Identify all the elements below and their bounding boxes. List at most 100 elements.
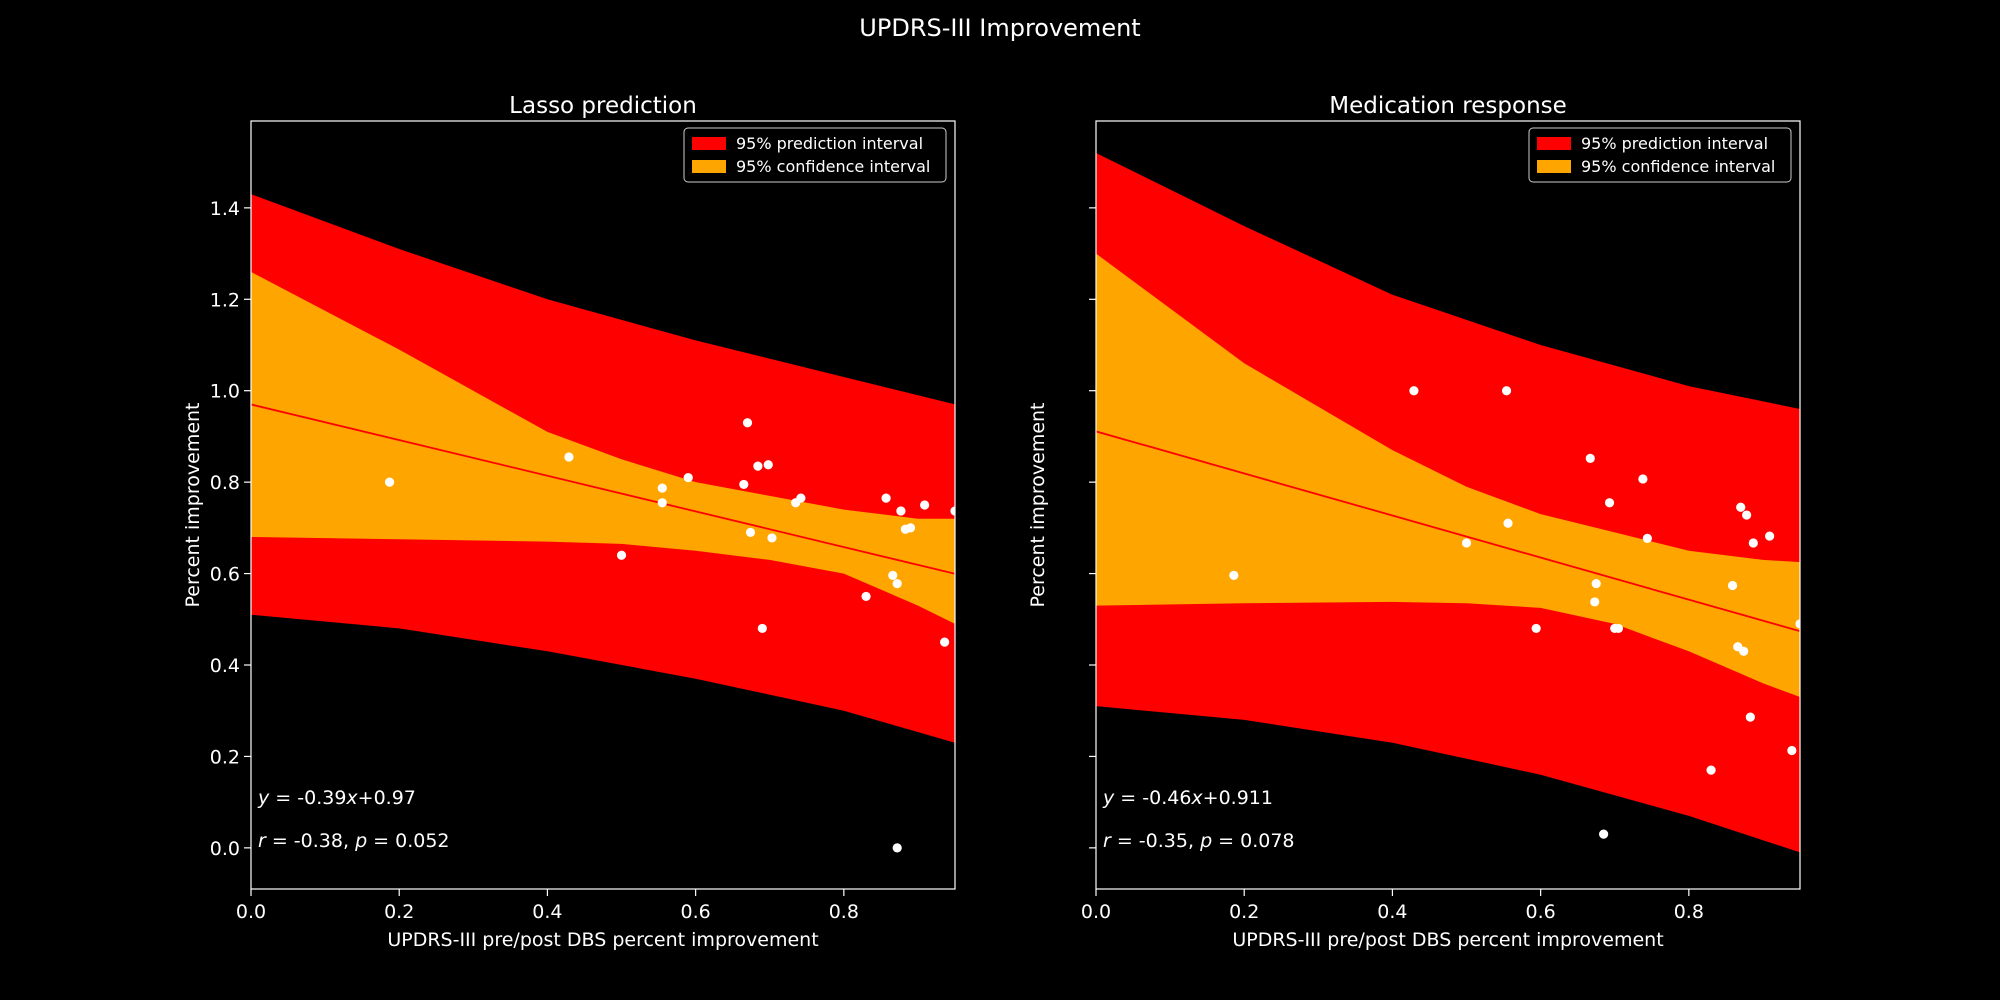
panel-lasso-prediction: 0.0 0.2 0.4 0.6 0.8 0.0 0.2 0.4 0.6 0.8 1.0 1.2 1.4 L… <box>182 93 956 951</box>
panel-title: Medication response <box>1329 93 1567 119</box>
data-point <box>657 483 667 493</box>
data-point <box>1590 597 1600 607</box>
data-point <box>1742 510 1752 520</box>
y-tick-label: 0.2 <box>210 746 240 768</box>
y-axis-label: Percent improvement <box>1027 402 1049 607</box>
data-point <box>896 506 906 516</box>
legend-swatch-confidence <box>1537 160 1571 173</box>
data-point <box>564 452 574 462</box>
x-tick-label: 0.2 <box>1229 901 1259 923</box>
x-tick-label: 0.6 <box>681 901 711 923</box>
data-point <box>1409 386 1419 396</box>
regression-line <box>1096 430 1800 633</box>
legend-swatch-prediction <box>1537 137 1571 150</box>
data-point <box>657 498 667 508</box>
figure-title: UPDRS-III Improvement <box>859 14 1140 42</box>
x-axis-label: UPDRS-III pre/post DBS percent improveme… <box>1232 929 1663 951</box>
data-point <box>1591 579 1601 589</box>
axes-frame <box>250 120 956 890</box>
y-axis-label: Percent improvement <box>182 402 204 607</box>
data-point <box>1745 712 1755 722</box>
data-point <box>763 460 773 470</box>
data-point <box>950 506 955 516</box>
data-point <box>1613 623 1624 634</box>
x-tick-label: 0.2 <box>384 901 414 923</box>
fit-equation: y = -0.46x+0.911 <box>1102 787 1273 809</box>
legend: 95% prediction interval 95% confidence in… <box>683 127 947 183</box>
x-tick-label: 0.8 <box>1674 901 1704 923</box>
data-point <box>1229 570 1239 581</box>
data-point <box>1748 538 1758 548</box>
data-point <box>745 527 756 538</box>
data-point <box>888 570 898 581</box>
data-point <box>739 479 749 490</box>
y-tick-label: 1.4 <box>210 198 240 220</box>
data-point <box>1736 502 1746 512</box>
plot-area <box>1096 153 1800 853</box>
legend-swatch-prediction <box>692 137 726 150</box>
x-tick-label: 0.4 <box>532 901 562 923</box>
legend-box <box>1528 127 1792 183</box>
legend-entry-label: 95% confidence interval <box>736 157 930 176</box>
confidence-interval-band <box>1096 253 1800 697</box>
y-tick-label: 0.8 <box>210 472 240 494</box>
data-point <box>905 523 916 533</box>
data-point <box>1503 518 1513 528</box>
data-point <box>796 493 806 503</box>
data-point <box>1739 646 1749 656</box>
x-tick-label: 0.6 <box>1526 901 1556 923</box>
data-point <box>742 418 753 428</box>
correlation-stats: r = -0.35, p = 0.078 <box>1103 830 1295 852</box>
data-point <box>683 472 693 483</box>
data-point <box>1604 498 1615 508</box>
x-tick-label: 0.0 <box>236 901 266 923</box>
regression-line <box>251 403 955 575</box>
legend-entry-label: 95% confidence interval <box>1581 157 1775 176</box>
confidence-interval-band <box>251 271 955 624</box>
axes-frame <box>1095 120 1801 890</box>
x-tick-label: 0.8 <box>829 901 859 923</box>
data-point <box>881 493 891 503</box>
x-tick-label: 0.4 <box>1377 901 1407 923</box>
legend: 95% prediction interval 95% confidence in… <box>1528 127 1792 183</box>
data-point <box>1787 745 1797 756</box>
panel-medication-response: 0.0 0.2 0.4 0.6 0.8 Medication response UPDRS-… <box>1027 93 1801 951</box>
legend-entry-label: 95% prediction interval <box>1581 134 1768 153</box>
data-point <box>1585 453 1595 463</box>
x-tick-label: 0.0 <box>1081 901 1111 923</box>
panel-title: Lasso prediction <box>509 93 697 119</box>
data-point <box>1638 474 1648 484</box>
y-tick-label: 1.2 <box>210 289 240 311</box>
data-point <box>940 637 950 647</box>
data-point <box>1765 531 1775 541</box>
data-point <box>861 591 871 602</box>
y-tick-label: 0.0 <box>210 838 240 860</box>
data-point <box>616 550 627 560</box>
legend-swatch-confidence <box>692 160 726 173</box>
data-point <box>384 477 395 487</box>
data-point <box>1461 538 1472 548</box>
data-point <box>1501 386 1512 396</box>
correlation-stats: r = -0.38, p = 0.052 <box>258 830 450 852</box>
data-point <box>1706 765 1716 775</box>
data-point <box>757 623 767 634</box>
y-tick-label: 0.4 <box>210 655 240 677</box>
data-point <box>767 533 777 543</box>
data-point <box>1642 533 1652 543</box>
data-point <box>920 500 930 510</box>
plot-area <box>251 194 955 853</box>
fit-equation: y = -0.39x+0.97 <box>257 787 416 809</box>
y-tick-label: 1.0 <box>210 381 240 403</box>
legend-box <box>683 127 947 183</box>
legend-entry-label: 95% prediction interval <box>736 134 923 153</box>
data-point <box>1531 623 1541 634</box>
data-point <box>892 579 902 589</box>
y-tick-label: 0.6 <box>210 564 240 586</box>
data-point <box>892 843 902 853</box>
x-axis-label: UPDRS-III pre/post DBS percent improveme… <box>387 929 818 951</box>
data-point <box>1727 580 1738 591</box>
data-point <box>1599 829 1609 839</box>
data-point <box>753 461 763 471</box>
data-point <box>1795 619 1800 629</box>
